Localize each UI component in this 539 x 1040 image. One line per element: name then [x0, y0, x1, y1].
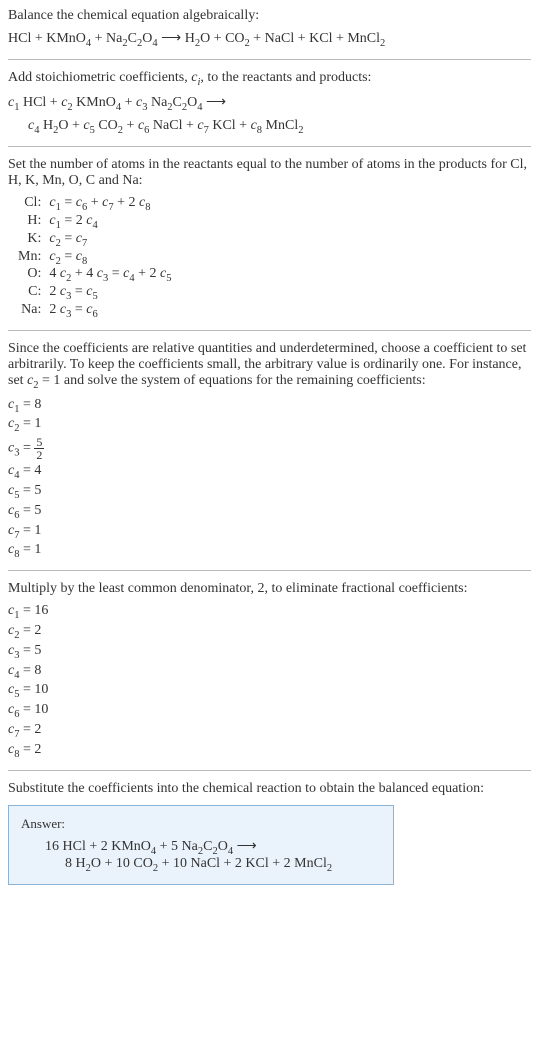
divider	[8, 146, 531, 147]
coeff-line: c4 = 4	[8, 463, 531, 481]
coeff-line: c8 = 1	[8, 542, 531, 560]
arrow-icon: ⟶	[237, 839, 257, 854]
sub: 2	[298, 125, 303, 136]
arrow-icon: ⟶	[161, 31, 185, 46]
atom-label: Na:	[18, 302, 49, 320]
eq-part: C	[173, 95, 182, 110]
answer-label: Answer:	[21, 816, 381, 832]
atoms-row: O: 4 c2 + 4 c3 = c4 + 2 c5	[18, 266, 171, 284]
step2-text: Set the number of atoms in the reactants…	[8, 157, 531, 189]
eq-part: +	[121, 95, 136, 110]
eq-part: MnCl	[262, 118, 298, 133]
atom-label: Mn:	[18, 249, 49, 267]
coeff-line: c3 = 5	[8, 643, 531, 661]
eq-part: +	[123, 118, 138, 133]
coeff-line: c2 = 1	[8, 416, 531, 434]
text-part: Add stoichiometric coefficients,	[8, 70, 191, 85]
divider	[8, 570, 531, 571]
divider	[8, 770, 531, 771]
sub: 2	[327, 863, 332, 874]
atom-eq: 4 c2 + 4 c3 = c4 + 2 c5	[49, 266, 171, 284]
eq-part: O +	[58, 118, 83, 133]
eq-part: O + 10 CO	[91, 856, 153, 871]
eq-part: + 5 Na	[156, 839, 198, 854]
atom-eq: 2 c3 = c5	[49, 284, 171, 302]
atom-label: Cl:	[18, 195, 49, 213]
eq-part: O	[187, 95, 197, 110]
atoms-row: K: c2 = c7	[18, 231, 171, 249]
coeff-line: c6 = 5	[8, 503, 531, 521]
answer-eq-line2: 8 H2O + 10 CO2 + 10 NaCl + 2 KCl + 2 MnC…	[65, 856, 381, 874]
divider	[8, 59, 531, 60]
eq-part: H	[185, 31, 195, 46]
atom-eq: c2 = c7	[49, 231, 171, 249]
coeff-line: c2 = 2	[8, 623, 531, 641]
eq-part: HCl + KMnO	[8, 31, 86, 46]
atom-label: K:	[18, 231, 49, 249]
step1-text: Add stoichiometric coefficients, ci, to …	[8, 70, 531, 88]
eq-part: + Na	[91, 31, 122, 46]
atom-eq: c1 = 2 c4	[49, 213, 171, 231]
eq-part: + 10 NaCl + 2 KCl + 2 MnCl	[158, 856, 327, 871]
step4-text: Multiply by the least common denominator…	[8, 581, 531, 597]
eq-part: H	[39, 118, 53, 133]
eq-part: O + CO	[200, 31, 244, 46]
eq-part: + NaCl + KCl + MnCl	[250, 31, 380, 46]
atom-eq: c2 = c8	[49, 249, 171, 267]
coeff-line: c7 = 1	[8, 523, 531, 541]
atoms-row: H: c1 = 2 c4	[18, 213, 171, 231]
coeff-line: c7 = 2	[8, 722, 531, 740]
eq-part: Na	[147, 95, 167, 110]
answer-box: Answer: 16 HCl + 2 KMnO4 + 5 Na2C2O4 ⟶ 8…	[8, 805, 394, 886]
eq-part: CO	[95, 118, 118, 133]
coeff-line: c1 = 8	[8, 397, 531, 415]
atom-eq: 2 c3 = c6	[49, 302, 171, 320]
fraction: 52	[34, 436, 44, 461]
sub: 2	[380, 38, 385, 49]
eq-part: HCl +	[19, 95, 61, 110]
atoms-table: Cl: c1 = c6 + c7 + 2 c8 H: c1 = 2 c4 K: …	[18, 195, 171, 320]
text-part: , to the reactants and products:	[200, 70, 371, 85]
atoms-row: Mn: c2 = c8	[18, 249, 171, 267]
eq-part: 16 HCl + 2 KMnO	[45, 839, 151, 854]
atom-label: O:	[18, 266, 49, 284]
intro-equation: HCl + KMnO4 + Na2C2O4 ⟶ H2O + CO2 + NaCl…	[8, 30, 531, 49]
eq-part: O	[218, 839, 228, 854]
atom-eq: c1 = c6 + c7 + 2 c8	[49, 195, 171, 213]
step3-text: Since the coefficients are relative quan…	[8, 341, 531, 391]
atoms-row: Na: 2 c3 = c6	[18, 302, 171, 320]
eq-part: 8 H	[65, 856, 86, 871]
arrow-icon: ⟶	[206, 95, 226, 110]
step1-eq-line2: c4 H2O + c5 CO2 + c6 NaCl + c7 KCl + c8 …	[28, 118, 531, 136]
coeff-line: c6 = 10	[8, 702, 531, 720]
coeff-line: c8 = 2	[8, 742, 531, 760]
coeff-line: c5 = 5	[8, 483, 531, 501]
divider	[8, 330, 531, 331]
coeff-line: c1 = 16	[8, 603, 531, 621]
coeff-line: c3 = 52	[8, 436, 531, 461]
intro-text: Balance the chemical equation algebraica…	[8, 8, 531, 24]
eq-part: NaCl +	[149, 118, 197, 133]
answer-eq-line1: 16 HCl + 2 KMnO4 + 5 Na2C2O4 ⟶	[45, 838, 381, 857]
coeff-line: c4 = 8	[8, 663, 531, 681]
eq-part: C	[128, 31, 137, 46]
step5-text: Substitute the coefficients into the che…	[8, 781, 531, 797]
coeff-line: c5 = 10	[8, 682, 531, 700]
sub: 4	[152, 38, 157, 49]
sub: 4	[197, 101, 202, 112]
eq-part: KCl +	[209, 118, 251, 133]
eq-part: O	[142, 31, 152, 46]
atom-label: H:	[18, 213, 49, 231]
step1-eq-line1: c1 HCl + c2 KMnO4 + c3 Na2C2O4 ⟶	[8, 94, 531, 113]
frac-den: 2	[34, 449, 44, 461]
eq-part: KMnO	[73, 95, 116, 110]
atom-label: C:	[18, 284, 49, 302]
sub: 4	[228, 845, 233, 856]
atoms-row: C: 2 c3 = c5	[18, 284, 171, 302]
atoms-row: Cl: c1 = c6 + c7 + 2 c8	[18, 195, 171, 213]
